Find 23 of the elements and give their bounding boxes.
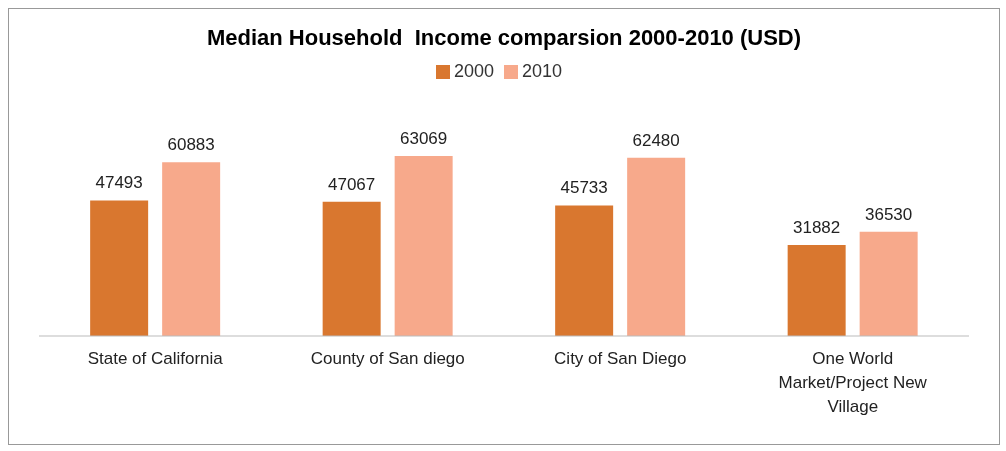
bar	[627, 157, 686, 336]
bar	[394, 156, 453, 336]
legend-label: 2000	[453, 61, 494, 81]
bar	[322, 201, 381, 336]
bar	[787, 245, 846, 336]
bar	[555, 205, 614, 336]
x-tick-label: One World Market/Project New Village	[778, 349, 928, 416]
chart-title: Median Household Income comparsion 2000-2010 (USD)	[205, 25, 803, 51]
data-label: 36530	[865, 204, 913, 224]
x-tick-label: County of San diego	[310, 349, 465, 368]
x-tick-label: State of California	[87, 349, 224, 368]
data-label: 47493	[95, 173, 143, 193]
data-label: 31882	[793, 218, 841, 238]
x-tick-label: City of San Diego	[554, 349, 687, 368]
bar	[859, 231, 918, 336]
legend-label: 2010	[522, 61, 563, 81]
data-label: 47067	[328, 174, 376, 194]
data-label: 60883	[167, 135, 215, 155]
data-label: 45733	[560, 178, 608, 198]
data-label: 63069	[400, 129, 448, 148]
bar	[162, 162, 221, 336]
bar	[90, 200, 149, 336]
data-label: 62480	[632, 130, 680, 150]
